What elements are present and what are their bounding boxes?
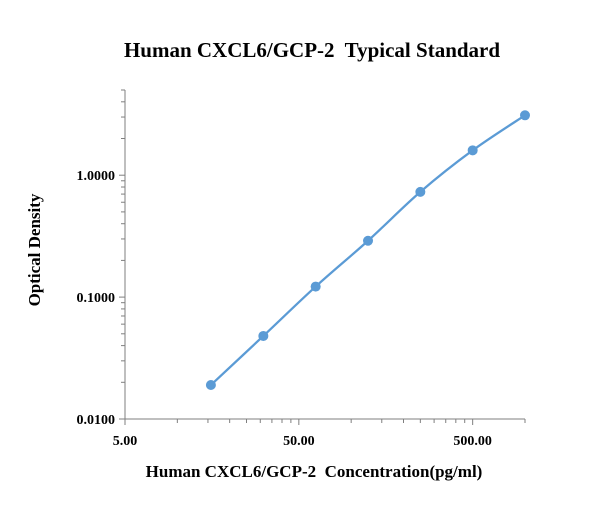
data-point: [363, 235, 374, 246]
data-point: [520, 110, 530, 121]
x-axis-title: Human CXCL6/GCP-2 Concentration(pg/ml): [146, 462, 483, 481]
y-axis-title: Optical Density: [25, 193, 44, 306]
data-point: [467, 145, 478, 156]
y-tick-label: 1.0000: [77, 169, 116, 184]
data-point: [310, 281, 321, 292]
data-point: [415, 186, 426, 197]
series-layer: [205, 110, 530, 391]
chart-title: Human CXCL6/GCP-2 Typical Standard: [124, 38, 500, 62]
tick-labels: 5.00 50.00 500.00 0.0100 0.1000 1.0000: [77, 169, 492, 449]
axes: [124, 90, 525, 420]
series-line: [210, 114, 526, 386]
x-tick-label: 5.00: [113, 434, 138, 449]
data-point: [258, 330, 269, 341]
data-point: [205, 380, 216, 391]
x-tick-label: 50.00: [283, 434, 315, 449]
y-tick-label: 0.1000: [77, 291, 116, 306]
y-tick-label: 0.0100: [77, 413, 116, 428]
x-tick-label: 500.00: [453, 434, 492, 449]
axis-ticks: [119, 89, 526, 425]
